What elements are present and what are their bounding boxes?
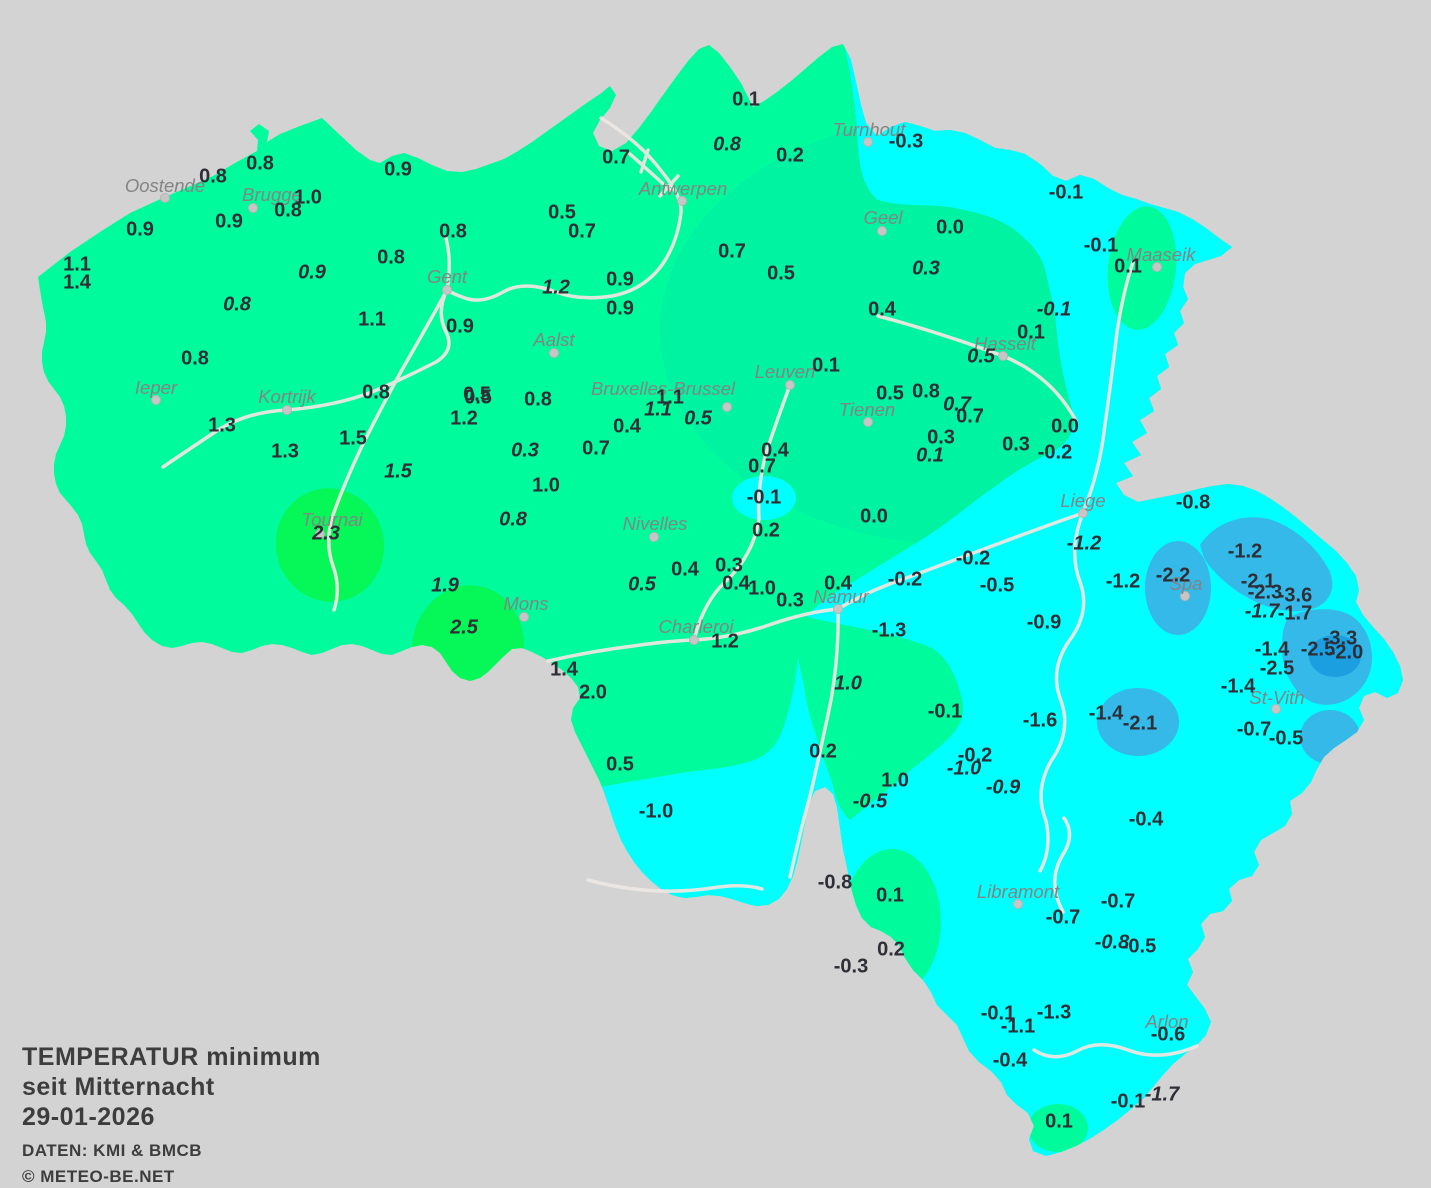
river-dyle bbox=[692, 383, 792, 642]
city-dot-hasselt bbox=[998, 351, 1008, 361]
map-title-line1: TEMPERATUR minimum bbox=[22, 1043, 321, 1071]
map-region-green-south-tip bbox=[1028, 1104, 1088, 1152]
city-dot-charleroi bbox=[689, 635, 699, 645]
map-title-line2: seit Mitternacht bbox=[22, 1073, 215, 1101]
map-region-blue-spa bbox=[1145, 541, 1211, 635]
map-title-date: 29-01-2026 bbox=[22, 1103, 155, 1131]
city-dot-oostende bbox=[160, 193, 170, 203]
city-dot-gent bbox=[442, 285, 452, 295]
river-meuse bbox=[788, 260, 1135, 879]
city-dot-aalst bbox=[549, 348, 559, 358]
city-dot-maaseik bbox=[1152, 262, 1162, 272]
map-region-cyan-pocket bbox=[732, 476, 796, 520]
river-ourthe bbox=[1038, 511, 1086, 873]
city-dot-geel bbox=[877, 226, 887, 236]
city-dot-leuven bbox=[785, 380, 795, 390]
city-dot-bruxelles-brussel bbox=[722, 402, 732, 412]
river-lesse bbox=[1053, 816, 1072, 914]
city-dot-libramont bbox=[1013, 899, 1023, 909]
city-dot-namur bbox=[833, 604, 843, 614]
map-region-green-island-south bbox=[843, 849, 941, 995]
data-source: DATEN: KMI & BMCB bbox=[22, 1141, 203, 1160]
title-block: TEMPERATUR minimum seit Mitternacht 29-0… bbox=[22, 1042, 321, 1188]
map-region-blue-deepest bbox=[1309, 635, 1361, 677]
river-semois bbox=[1032, 1043, 1199, 1059]
city-dot-tournai bbox=[315, 529, 325, 539]
map-region-blue-bastogne bbox=[1097, 688, 1179, 756]
map-region-blue-east-upper bbox=[1200, 517, 1333, 612]
city-dot-liege bbox=[1078, 508, 1088, 518]
city-dot-antwerpen bbox=[677, 196, 687, 206]
map-region-blue-stvith-east bbox=[1300, 710, 1360, 764]
city-dot-nivelles bbox=[649, 532, 659, 542]
city-dot-kortrijk bbox=[282, 405, 292, 415]
border-france-south bbox=[586, 878, 764, 893]
river-scheldt-upper bbox=[327, 288, 449, 612]
copyright: © METEO-BE.NET bbox=[22, 1167, 175, 1186]
city-dot-tienen bbox=[863, 417, 873, 427]
river-leie bbox=[161, 288, 451, 469]
city-dot-ieper bbox=[151, 395, 161, 405]
antwerp-docks bbox=[628, 148, 680, 198]
river-scheldt bbox=[445, 116, 683, 302]
city-dot-turnhout bbox=[863, 137, 873, 147]
city-dot-brugge bbox=[248, 203, 258, 213]
city-dot-spa bbox=[1180, 591, 1190, 601]
city-dot-st-vith bbox=[1271, 704, 1281, 714]
rivers-and-borders bbox=[161, 116, 1199, 1059]
city-dot-mons bbox=[519, 612, 529, 622]
map-region-green-namur-lobe bbox=[797, 615, 964, 820]
